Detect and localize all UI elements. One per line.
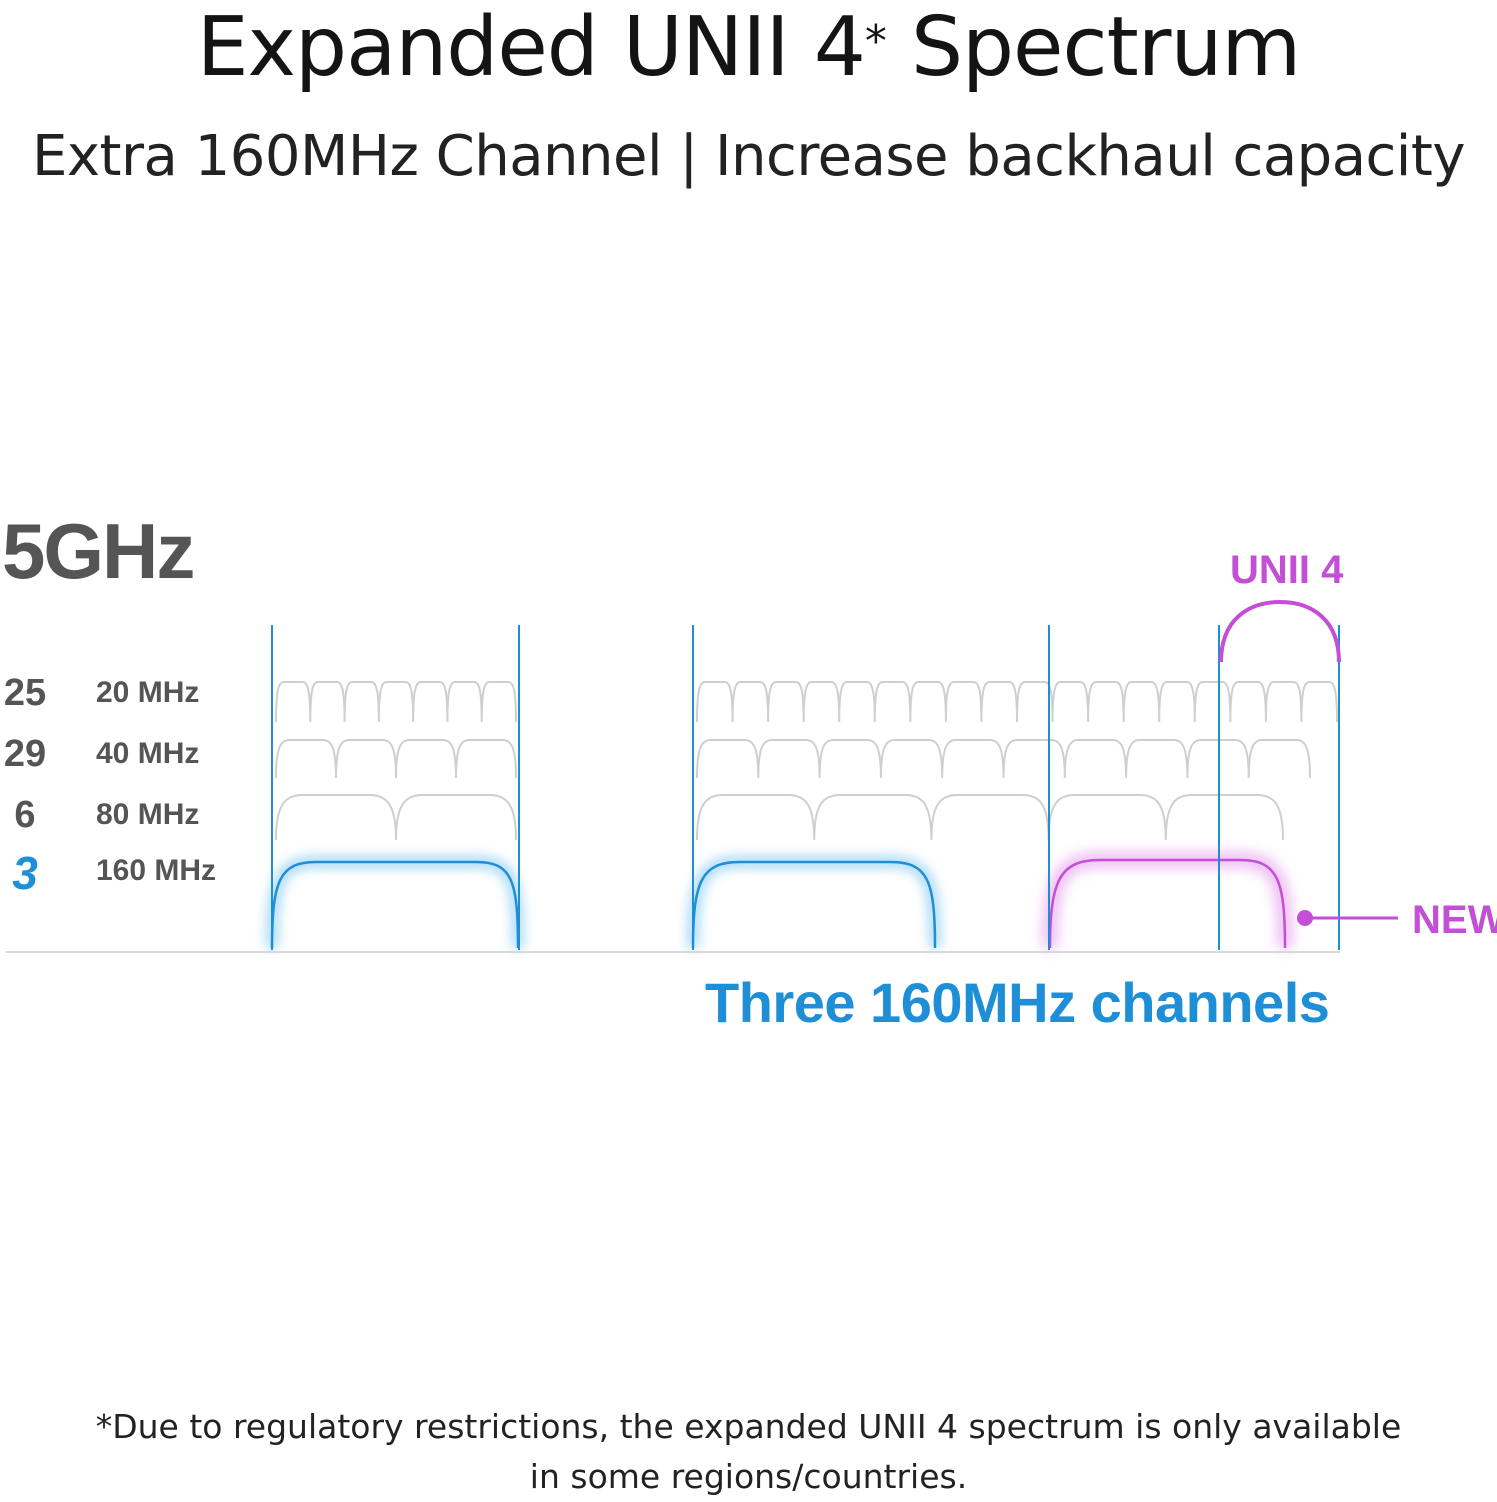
width-label-40mhz: 40 MHz — [96, 737, 200, 770]
channel-boundaries — [269, 625, 1342, 950]
footnote-line-2: in some regions/countries. — [529, 1457, 968, 1496]
title-main: Expanded UNII 4 — [196, 0, 866, 95]
waves-80mhz — [275, 794, 1284, 841]
width-label-80mhz: 80 MHz — [96, 798, 200, 831]
waves40-lobe-set — [275, 739, 517, 779]
new-label: NEW — [1412, 898, 1497, 942]
waves-20mhz — [275, 681, 1338, 723]
waves20-lobe-set — [696, 681, 1338, 723]
title-asterisk: * — [864, 16, 887, 67]
count-160mhz: 3 — [12, 847, 38, 899]
footnote-line-1: *Due to regulatory restrictions, the exp… — [95, 1407, 1402, 1446]
waves80-lobe-set — [696, 794, 1284, 841]
unii4-bracket — [1219, 599, 1341, 663]
waves-40mhz — [275, 739, 1311, 779]
unii4-label: UNII 4 — [1230, 548, 1344, 592]
title-rest: Spectrum — [885, 0, 1301, 95]
page-subtitle: Extra 160MHz Channel | Increase backhaul… — [32, 124, 1465, 189]
channels-caption: Three 160MHz channels — [705, 971, 1330, 1034]
count-40mhz: 29 — [3, 733, 47, 775]
count-20mhz: 25 — [3, 672, 47, 714]
waves80-lobe-set — [275, 794, 517, 841]
channel-160-1 — [267, 857, 523, 949]
count-80mhz: 6 — [14, 794, 36, 836]
width-label-160mhz: 160 MHz — [96, 854, 217, 887]
footnote: *Due to regulatory restrictions, the exp… — [0, 1402, 1497, 1502]
width-label-20mhz: 20 MHz — [96, 676, 200, 709]
channel-160-2 — [688, 857, 940, 949]
channel-160-3-new — [1044, 854, 1291, 949]
new-pointer — [1297, 910, 1398, 926]
page-title: Expanded UNII 4* Spectrum — [0, 0, 1497, 96]
waves20-lobe-set — [275, 681, 517, 723]
band-label: 5GHz — [2, 507, 195, 595]
